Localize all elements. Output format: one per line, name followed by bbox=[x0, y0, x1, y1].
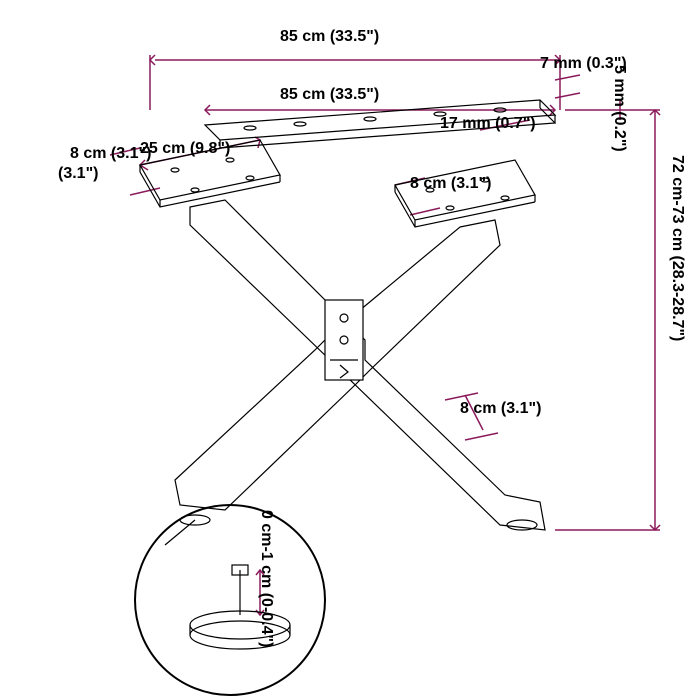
label-foot-adjust: 0 cm-1 cm (0-0.4") bbox=[257, 510, 275, 647]
label-top-width: 85 cm (33.5") bbox=[280, 28, 379, 46]
label-plate-width: 25 cm (9.8") bbox=[140, 140, 230, 158]
label-bar-length: 85 cm (33.5") bbox=[280, 86, 379, 104]
label-plate-depth-right: 8 cm (3.1") bbox=[410, 175, 491, 193]
label-bar-thickness: 5 mm (0.2") bbox=[610, 65, 628, 152]
label-slot-length: 17 mm (0.7") bbox=[440, 115, 536, 133]
label-plate-depth-left2: (3.1") bbox=[58, 165, 98, 183]
product-outline bbox=[135, 100, 555, 695]
dimension-lines bbox=[110, 55, 660, 615]
diagram-svg bbox=[0, 0, 700, 700]
label-leg-width: 8 cm (3.1") bbox=[460, 400, 541, 418]
label-plate-depth-left: 8 cm (3.1") bbox=[70, 145, 151, 163]
label-height: 72 cm-73 cm (28.3-28.7") bbox=[668, 155, 686, 341]
technical-diagram: 85 cm (33.5") 85 cm (33.5") 25 cm (9.8")… bbox=[0, 0, 700, 700]
